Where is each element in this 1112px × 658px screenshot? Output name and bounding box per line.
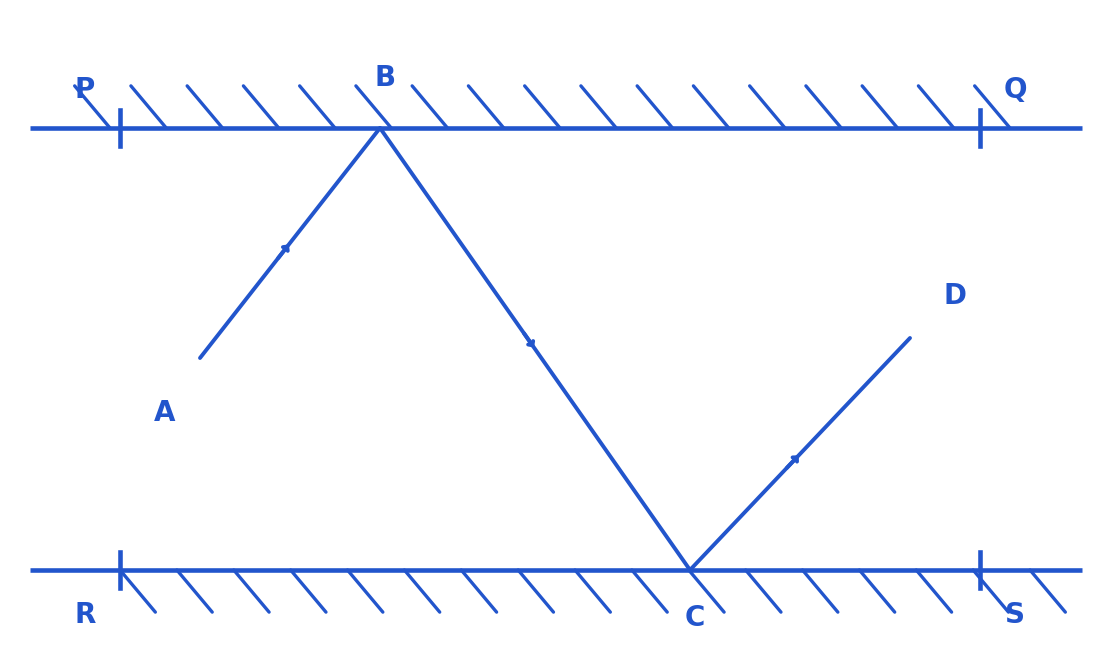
- Text: P: P: [75, 76, 96, 104]
- Text: S: S: [1005, 601, 1025, 629]
- Text: D: D: [943, 282, 966, 310]
- Text: R: R: [75, 601, 96, 629]
- Text: A: A: [155, 399, 176, 427]
- Text: B: B: [375, 64, 396, 92]
- Text: C: C: [685, 604, 705, 632]
- Text: Q: Q: [1003, 76, 1026, 104]
